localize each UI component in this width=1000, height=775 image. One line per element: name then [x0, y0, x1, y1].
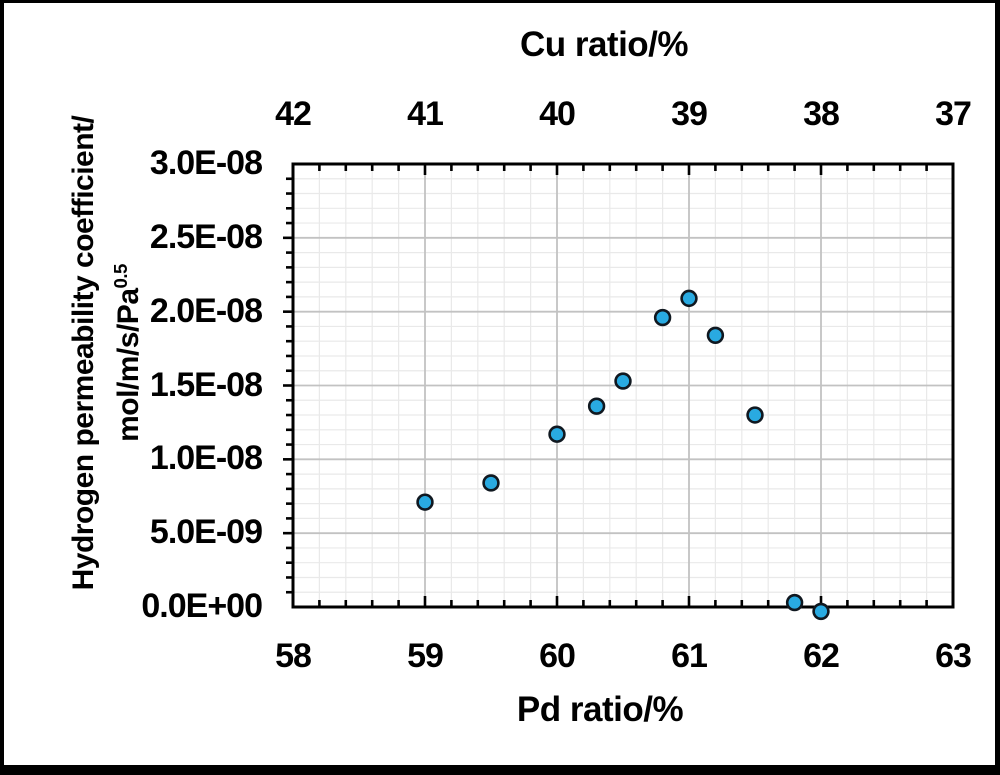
y-axis-tick-label: 1.0E-08 — [149, 439, 263, 478]
y-axis-tick-label: 1.5E-08 — [149, 365, 263, 404]
data-point — [653, 308, 672, 327]
y-axis-title-line1: Hydrogen permeability coefficient/ — [67, 115, 100, 591]
top-axis-tick-label: 38 — [803, 95, 840, 133]
bottom-axis-tick-label: 58 — [275, 637, 312, 675]
bottom-axis-tick-label: 62 — [803, 637, 840, 675]
top-axis-tick-label: 41 — [407, 95, 444, 133]
data-point — [482, 474, 500, 492]
plot-frame — [291, 162, 955, 609]
data-point — [416, 493, 434, 511]
bottom-axis-tick-label: 63 — [935, 637, 972, 675]
data-point — [680, 289, 698, 308]
bottom-axis-tick-label: 59 — [407, 637, 444, 675]
top-axis-tick-label: 39 — [671, 95, 708, 133]
top-axis-tick-label: 42 — [275, 95, 312, 133]
y-axis-tick-label: 5.0E-09 — [149, 513, 263, 552]
data-point — [614, 372, 632, 390]
data-point — [587, 397, 606, 415]
bottom-axis-tick-label: 61 — [671, 637, 708, 675]
data-point — [548, 425, 566, 443]
y-axis-tick-label: 3.0E-08 — [149, 144, 263, 182]
data-point — [706, 326, 725, 344]
y-axis-tick-label: 2.5E-08 — [149, 217, 263, 256]
top-axis-tick-label: 37 — [935, 95, 972, 133]
top-axis-tick-label: 40 — [539, 95, 576, 133]
data-point — [746, 406, 764, 424]
data-points — [416, 289, 830, 621]
data-point — [785, 593, 804, 612]
bottom-axis-title: Pd ratio/% — [516, 690, 684, 729]
y-axis-title-superscript: 0.5 — [110, 264, 131, 289]
y-axis-tick-label: 2.0E-08 — [149, 291, 263, 330]
y-axis-tick-label: 0.0E+00 — [141, 587, 263, 625]
bottom-axis-tick-label: 60 — [539, 637, 576, 675]
data-point — [812, 602, 830, 621]
top-axis-title: Cu ratio/% — [519, 25, 689, 64]
